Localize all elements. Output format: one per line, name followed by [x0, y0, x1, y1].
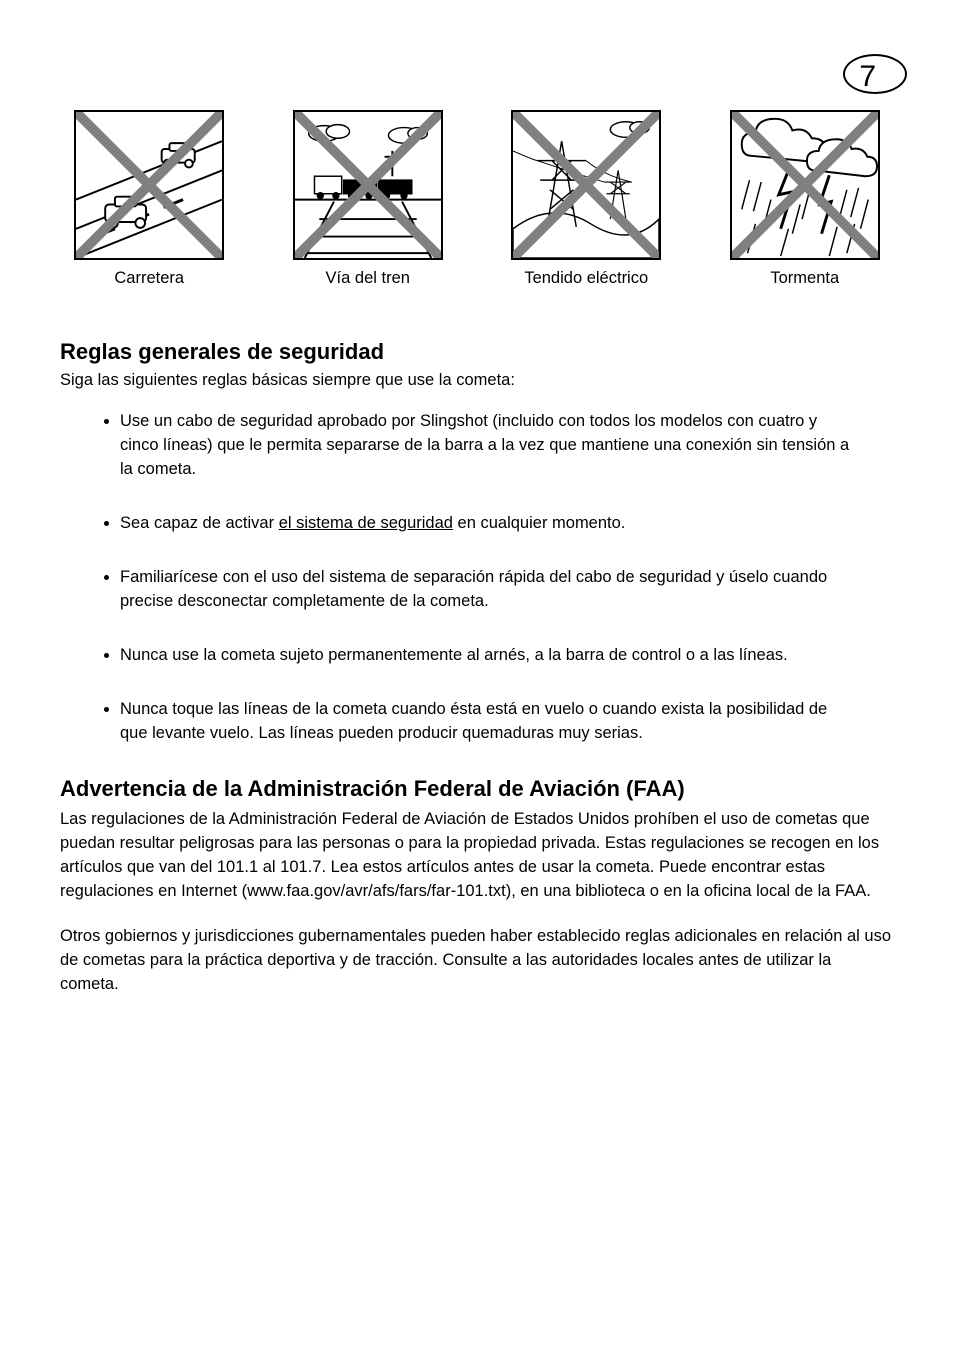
- hazard-cell-storm: Tormenta: [716, 110, 895, 289]
- storm-icon: [730, 110, 880, 260]
- rule-item: Nunca toque las líneas de la cometa cuan…: [120, 698, 894, 746]
- powerlines-icon: [511, 110, 661, 260]
- rule-text: Sea capaz de activar el sistema de segur…: [120, 514, 625, 532]
- caption-storm: Tormenta: [770, 268, 839, 289]
- cross-icon: [732, 112, 878, 258]
- cross-icon: [76, 112, 222, 258]
- caption-powerlines: Tendido eléctrico: [524, 268, 648, 289]
- page-number-badge: 7: [859, 60, 876, 94]
- caption-road: Carretera: [114, 268, 184, 289]
- railway-icon: [293, 110, 443, 260]
- cross-icon: [513, 112, 659, 258]
- rule-item: Sea capaz de activar el sistema de segur…: [120, 512, 894, 536]
- faa-paragraph-1: Las regulaciones de la Administración Fe…: [60, 808, 894, 904]
- hazard-cell-railway: Vía del tren: [279, 110, 458, 289]
- rules-heading: Reglas generales de seguridad: [60, 339, 894, 365]
- faa-heading: Advertencia de la Administración Federal…: [60, 776, 894, 802]
- rule-item: Use un cabo de seguridad aprobado por Sl…: [120, 410, 894, 482]
- hazard-cell-powerlines: Tendido eléctrico: [497, 110, 676, 289]
- road-icon: [74, 110, 224, 260]
- cross-icon: [295, 112, 441, 258]
- rule-item: Familiarícese con el uso del sistema de …: [120, 566, 894, 614]
- page: 7: [0, 0, 954, 1351]
- rules-intro: Siga las siguientes reglas básicas siemp…: [60, 371, 894, 390]
- hazard-cell-road: Carretera: [60, 110, 239, 289]
- hazard-icons-row: Carretera: [60, 110, 894, 289]
- caption-railway: Vía del tren: [326, 268, 410, 289]
- rules-list: Use un cabo de seguridad aprobado por Sl…: [60, 410, 894, 745]
- rule-item: Nunca use la cometa sujeto permanentemen…: [120, 644, 894, 668]
- faa-paragraph-2: Otros gobiernos y jurisdicciones guberna…: [60, 925, 894, 997]
- page-number-ring: [843, 54, 907, 94]
